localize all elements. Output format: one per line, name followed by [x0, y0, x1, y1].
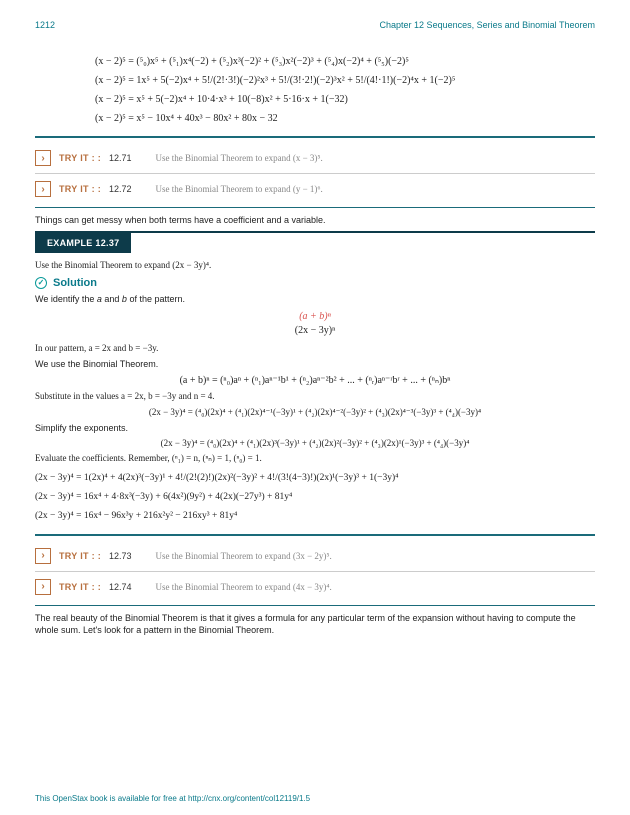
footer-text: This OpenStax book is available for free… [35, 794, 310, 803]
tryit-label: TRY IT : : [59, 582, 101, 592]
tryit-row: › TRY IT : : 12.73 Use the Binomial Theo… [35, 544, 595, 568]
example-label: EXAMPLE 12.37 [35, 233, 131, 253]
tryit-label: TRY IT : : [59, 153, 101, 163]
derivation-block: (x − 2)⁵ = (⁵₀)x⁵ + (⁵₁)x⁴(−2) + (⁵₂)x³(… [95, 52, 595, 128]
equation-line: (x − 2)⁵ = x⁵ − 10x⁴ + 40x³ − 80x² + 80x… [95, 109, 595, 128]
tryit-row: › TRY IT : : 12.74 Use the Binomial Theo… [35, 575, 595, 599]
body-text: Simplify the exponents. [35, 422, 595, 435]
solution-header: Solution [35, 277, 595, 289]
body-text: Substitute in the values a = 2x, b = −3y… [35, 390, 595, 403]
equation-line: (2x − 3y)⁴ = 16x⁴ − 96x³y + 216x²y² − 21… [35, 507, 595, 526]
tryit-number: 12.74 [109, 582, 132, 592]
body-text: We identify the a and b of the pattern. [35, 293, 595, 306]
equation: (a + b)ⁿ = (ⁿ₀)aⁿ + (ⁿ₁)aⁿ⁻¹b¹ + (ⁿ₂)aⁿ⁻… [35, 375, 595, 386]
pattern-black: (2x − 3y)ⁿ [295, 325, 335, 336]
divider [35, 136, 595, 138]
equation-block: (2x − 3y)⁴ = 1(2x)⁴ + 4(2x)³(−3y)¹ + 4!/… [35, 469, 595, 526]
equation-line: (x − 2)⁵ = x⁵ + 5(−2)x⁴ + 10·4·x³ + 10(−… [95, 90, 595, 109]
tryit-number: 12.72 [109, 184, 132, 194]
tryit-number: 12.73 [109, 551, 132, 561]
body-text: In our pattern, a = 2x and b = −3y. [35, 342, 595, 355]
tryit-text: Use the Binomial Theorem to expand (y − … [156, 184, 323, 194]
divider [35, 605, 595, 606]
equation-line: (2x − 3y)⁴ = 1(2x)⁴ + 4(2x)³(−3y)¹ + 4!/… [35, 469, 595, 488]
tryit-row: › TRY IT : : 12.72 Use the Binomial Theo… [35, 177, 595, 201]
equation-line: (2x − 3y)⁴ = 16x⁴ + 4·8x³(−3y) + 6(4x²)(… [35, 488, 595, 507]
tryit-text: Use the Binomial Theorem to expand (4x −… [156, 582, 332, 592]
pattern-block: (a + b)ⁿ (2x − 3y)ⁿ [35, 310, 595, 338]
chevron-right-icon[interactable]: › [35, 181, 51, 197]
equation: (2x − 3y)⁴ = (⁴₀)(2x)⁴ + (⁴₁)(2x)³(−3y)¹… [35, 438, 595, 448]
chapter-title: Chapter 12 Sequences, Series and Binomia… [380, 20, 595, 30]
tryit-text: Use the Binomial Theorem to expand (x − … [156, 153, 323, 163]
equation-line: (x − 2)⁵ = (⁵₀)x⁵ + (⁵₁)x⁴(−2) + (⁵₂)x³(… [95, 52, 595, 71]
body-text: The real beauty of the Binomial Theorem … [35, 612, 595, 637]
check-icon [35, 277, 47, 289]
solution-label: Solution [53, 277, 97, 289]
tryit-text: Use the Binomial Theorem to expand (3x −… [156, 551, 332, 561]
tryit-label: TRY IT : : [59, 551, 101, 561]
pattern-red: (a + b)ⁿ [299, 311, 331, 322]
example-prompt: Use the Binomial Theorem to expand (2x −… [35, 259, 595, 272]
chevron-right-icon[interactable]: › [35, 150, 51, 166]
divider [35, 207, 595, 208]
chevron-right-icon[interactable]: › [35, 548, 51, 564]
page-number: 1212 [35, 20, 55, 30]
divider [35, 534, 595, 536]
chevron-right-icon[interactable]: › [35, 579, 51, 595]
body-text: We use the Binomial Theorem. [35, 358, 595, 371]
equation: (2x − 3y)⁴ = (⁴₀)(2x)⁴ + (⁴₁)(2x)⁴⁻¹(−3y… [35, 407, 595, 418]
tryit-row: › TRY IT : : 12.71 Use the Binomial Theo… [35, 146, 595, 170]
tryit-label: TRY IT : : [59, 184, 101, 194]
tryit-number: 12.71 [109, 153, 132, 163]
equation-line: (x − 2)⁵ = 1x⁵ + 5(−2)x⁴ + 5!/(2!·3!)(−2… [95, 71, 595, 90]
body-text: Evaluate the coefficients. Remember, (ⁿ₁… [35, 452, 595, 465]
page-header: 1212 Chapter 12 Sequences, Series and Bi… [35, 20, 595, 30]
body-text: Things can get messy when both terms hav… [35, 214, 595, 227]
